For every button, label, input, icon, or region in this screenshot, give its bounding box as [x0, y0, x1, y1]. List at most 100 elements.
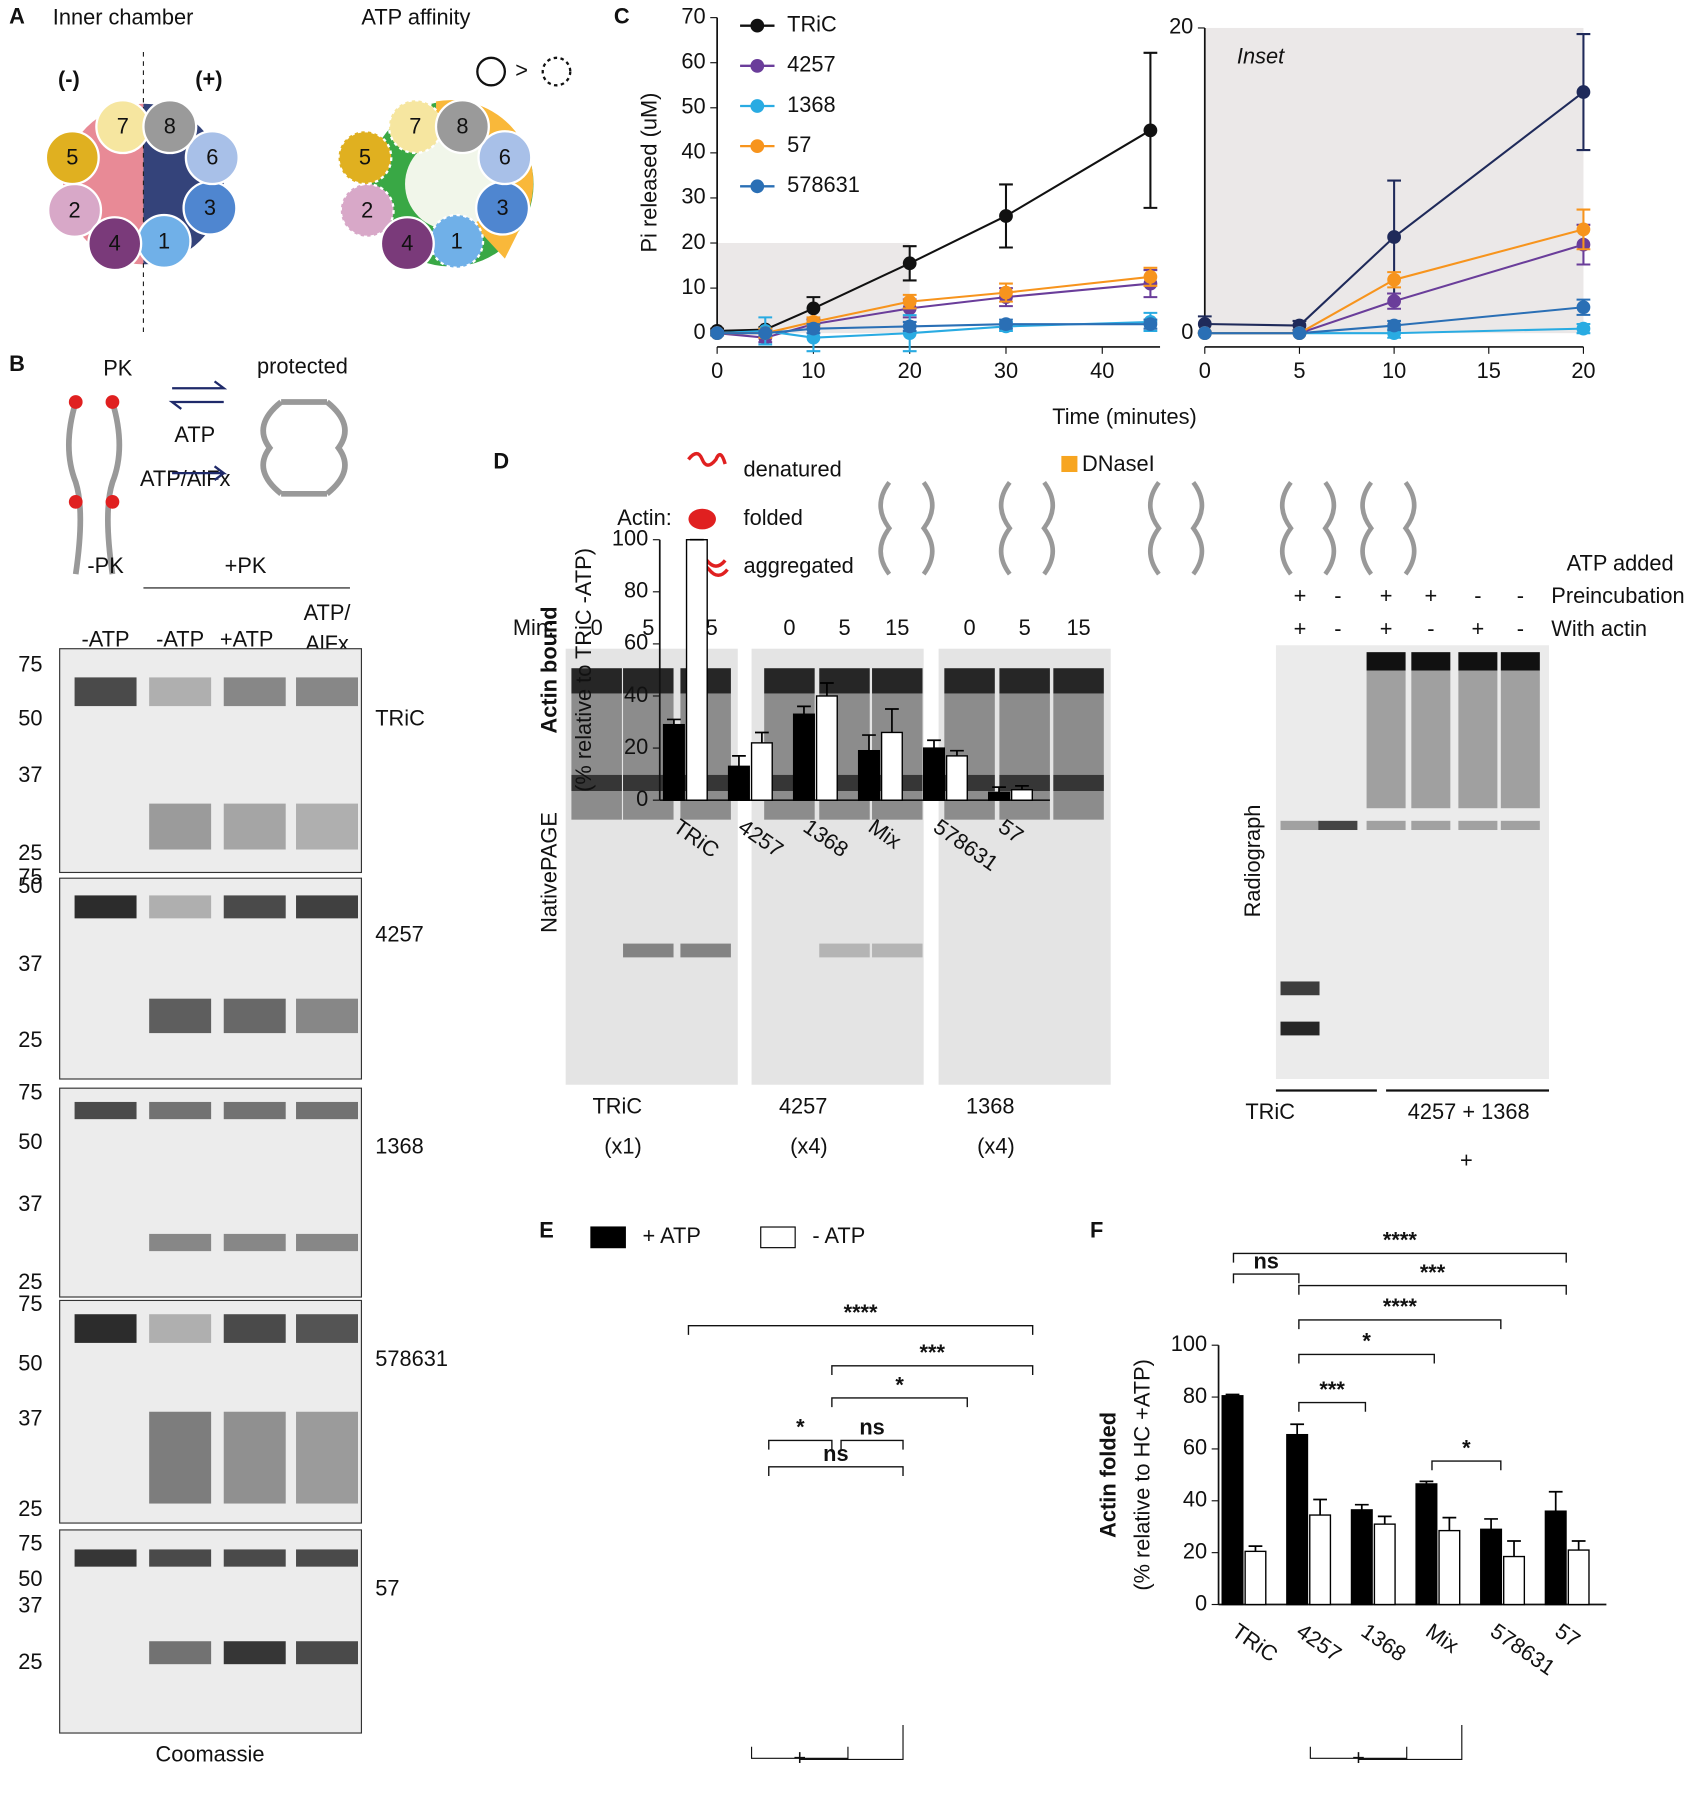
sample-scale: (x1): [604, 1134, 642, 1159]
y-tick-label: 60: [624, 630, 648, 655]
chaperonin-icon: [1279, 480, 1337, 576]
legend-marker: [750, 139, 765, 154]
x-tick-label: Mix: [1421, 1618, 1463, 1658]
significance-bracket: [831, 1397, 968, 1408]
gel-smear: [571, 693, 622, 820]
error-bar: [732, 755, 746, 767]
y-tick-label: 10: [681, 274, 705, 299]
gel-band: [149, 677, 212, 707]
data-point: [1387, 272, 1401, 287]
significance-bracket: [768, 1439, 833, 1450]
gel-band: [149, 803, 212, 850]
mw-label: 75: [18, 864, 42, 889]
pk-site: [68, 494, 83, 509]
mw-label: 37: [18, 1406, 42, 1431]
time-label: 5: [642, 615, 654, 640]
significance-bracket: [687, 1325, 1034, 1335]
mw-label: 50: [18, 706, 42, 731]
condition-sign: -: [1517, 583, 1524, 608]
denatured-icon: [687, 451, 727, 467]
significance-label: ****: [1383, 1294, 1417, 1319]
y-tick-label: 80: [1183, 1383, 1207, 1408]
series-line: [717, 323, 1151, 335]
significance-bracket: [1298, 1353, 1435, 1364]
data-point: [1197, 326, 1212, 341]
significance-bracket: [1431, 1460, 1502, 1471]
bar: [750, 742, 773, 801]
subunit: [87, 216, 143, 272]
legend-swatch: [760, 1226, 796, 1249]
bar: [792, 713, 815, 801]
gel-band: [1053, 668, 1104, 694]
mw-label: 37: [18, 1191, 42, 1216]
condition-sign: +: [1472, 616, 1485, 641]
gel-label: 57: [375, 1575, 399, 1600]
bar: [685, 539, 708, 801]
sample-scale: (x4): [790, 1134, 828, 1159]
gel-band: [1366, 652, 1406, 671]
data-point: [999, 285, 1013, 300]
y-tick-label: 40: [624, 682, 648, 707]
chaperonin-icon: [1148, 480, 1205, 576]
bar: [1221, 1395, 1244, 1606]
subunit: [337, 130, 393, 186]
bar: [1480, 1528, 1503, 1606]
lane-label: -ATP: [82, 626, 130, 651]
x-tick-label: 0: [711, 358, 723, 383]
gel-band: [1366, 820, 1406, 831]
bar: [1415, 1483, 1438, 1606]
time-label: 15: [885, 615, 909, 640]
ring-center: [405, 138, 497, 230]
time-label: 5: [838, 615, 850, 640]
x-tick-label: 40: [1090, 358, 1114, 383]
condition-sign: +: [1294, 616, 1307, 641]
data-point: [1576, 321, 1591, 336]
gel-band: [944, 668, 995, 694]
chaperonin-icon: [65, 401, 84, 575]
gel-band: [1500, 820, 1540, 831]
gel-band: [296, 998, 358, 1034]
significance-bracket: [840, 1439, 904, 1450]
error-bar: [1248, 1545, 1263, 1552]
data-point: [758, 326, 773, 341]
legend-text: folded: [744, 505, 803, 530]
legend-marker: [750, 18, 765, 33]
y-axis-title: Pi released (uM): [636, 93, 661, 253]
x-tick-label: 30: [994, 358, 1018, 383]
gel-band: [1280, 981, 1320, 996]
gel-label: 4257: [375, 921, 424, 946]
condition-sign: -: [1334, 616, 1341, 641]
panel-a-title: ATP affinity: [361, 5, 470, 30]
condition-sign: -: [1517, 616, 1524, 641]
legend-text: denatured: [744, 457, 842, 482]
gel: [59, 1087, 363, 1298]
y-axis-title: (% relative to HC +ATP): [1130, 1359, 1155, 1591]
sample-label: TRiC: [592, 1093, 642, 1118]
gel-band: [223, 677, 286, 707]
y-tick-label: 60: [681, 48, 705, 73]
bar: [988, 791, 1011, 801]
error-bar: [1442, 1516, 1457, 1531]
significance-label: ***: [920, 1340, 946, 1365]
gel-band: [764, 668, 815, 694]
legend-marker: [750, 179, 765, 194]
series-line: [717, 282, 1151, 339]
data-point: [902, 294, 917, 309]
y-tick-label: 0: [636, 786, 648, 811]
significance-label: ns: [823, 1441, 848, 1466]
error-bar: [797, 705, 811, 715]
gel-band: [149, 998, 212, 1034]
gel-band: [74, 1549, 137, 1567]
significance-bracket: [1232, 1273, 1300, 1284]
panel-label: C: [614, 3, 630, 28]
y-tick-label: 70: [681, 3, 705, 28]
error-bar: [1377, 1515, 1392, 1525]
bar: [1567, 1549, 1590, 1606]
mix-bracket: [750, 1724, 904, 1760]
error-bar: [1290, 1423, 1305, 1435]
bar: [662, 723, 685, 801]
bar: [945, 755, 968, 801]
mw-label: 25: [18, 1649, 42, 1674]
bar: [727, 765, 750, 801]
